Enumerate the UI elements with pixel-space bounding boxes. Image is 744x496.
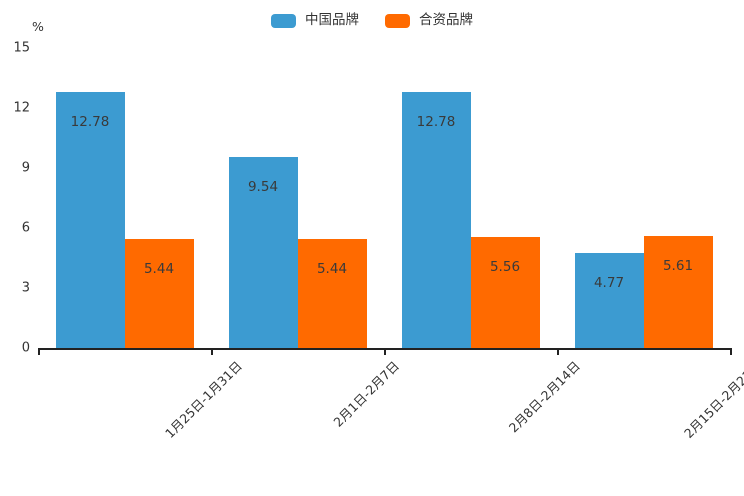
y-axis-tick-label: 6 (21, 220, 30, 236)
bar-value-label: 5.61 (662, 257, 694, 274)
bar-value-label: 9.54 (247, 179, 279, 196)
bar-value-label: 12.78 (416, 114, 456, 131)
plot-area: 0 3 6 9 12 15 12.78 5.44 9.54 5.44 12.78 5.56 4.77 5.… (13, 41, 730, 356)
x-axis-tick (384, 348, 386, 355)
x-axis-tick (211, 348, 213, 355)
bar-china-brand[interactable]: 12.78 (55, 92, 125, 348)
legend-swatch-joint-venture-brand (385, 14, 410, 28)
y-axis-tick-label: 12 (13, 100, 30, 116)
x-axis-category-label: 2月1日-2月7日 (330, 358, 402, 430)
bar-value-label: 12.78 (70, 114, 110, 131)
bar-value-label: 5.44 (316, 261, 348, 278)
bar-joint-venture-brand[interactable]: 5.61 (643, 235, 713, 348)
bar-value-label: 5.44 (143, 261, 175, 278)
y-axis-tick-label: 3 (21, 280, 30, 296)
bar-joint-venture-brand[interactable]: 5.44 (124, 239, 194, 348)
y-axis-tick-label: 0 (21, 340, 30, 356)
x-axis-category-label: 2月8日-2月14日 (505, 358, 583, 436)
y-axis-tick-label: 15 (13, 40, 30, 56)
bar-value-label: 5.56 (489, 258, 521, 275)
legend-label-china-brand: 中国品牌 (305, 12, 359, 29)
chart-legend: 中国品牌 合资品牌 (0, 10, 744, 32)
bar-china-brand[interactable]: 12.78 (401, 92, 471, 348)
bar-china-brand[interactable]: 9.54 (228, 157, 298, 348)
x-axis-tick (730, 348, 732, 355)
bar-china-brand[interactable]: 4.77 (574, 252, 644, 348)
legend-label-joint-venture-brand: 合资品牌 (419, 12, 473, 29)
bar-value-label: 4.77 (593, 274, 625, 291)
x-axis-tick (557, 348, 559, 355)
legend-item-joint-venture-brand[interactable]: 合资品牌 (385, 14, 473, 28)
x-axis-category-label: 2月15日-2月21日 (680, 358, 744, 442)
y-axis-unit-label: % (32, 19, 44, 34)
legend-item-china-brand[interactable]: 中国品牌 (271, 14, 359, 28)
bar-joint-venture-brand[interactable]: 5.44 (297, 239, 367, 348)
legend-swatch-china-brand (271, 14, 296, 28)
bar-joint-venture-brand[interactable]: 5.56 (470, 236, 540, 348)
y-axis-tick-label: 9 (21, 160, 30, 176)
x-axis-tick (38, 348, 40, 355)
x-axis-category-label: 1月25日-1月31日 (161, 358, 245, 442)
